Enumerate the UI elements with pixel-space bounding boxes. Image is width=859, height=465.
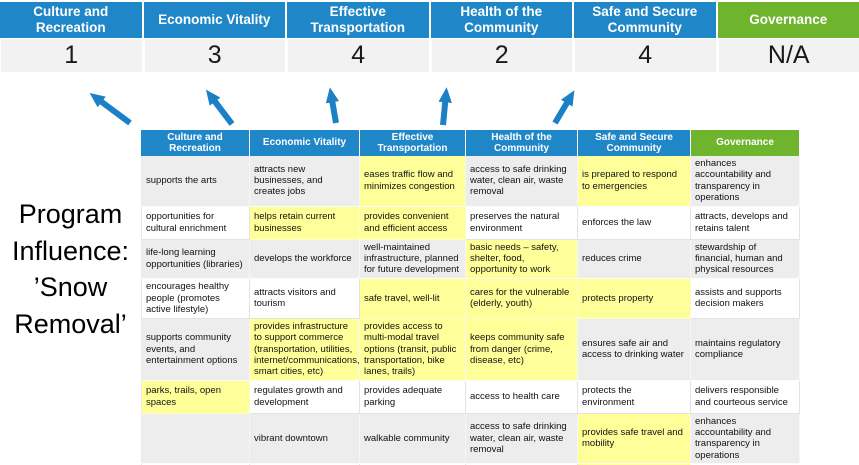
- matrix-cell: ensures safe air and access to drinking …: [578, 318, 691, 381]
- up-arrow-icon: [552, 90, 575, 125]
- category-header: Safe and Secure Community: [574, 2, 716, 38]
- matrix-cell: provides adequate parking: [360, 380, 466, 414]
- score-value: 3: [143, 39, 285, 72]
- matrix-header-row: Culture and Recreation Economic Vitality E…: [141, 130, 800, 156]
- matrix-cell: enforces the law: [578, 206, 691, 240]
- matrix-cell: attracts, develops and retains talent: [691, 206, 800, 240]
- up-arrow-icon: [325, 87, 340, 124]
- matrix-cell: regulates growth and development: [250, 380, 360, 414]
- matrix-cell: parks, trails, open spaces: [141, 380, 250, 414]
- up-arrow-icon: [89, 92, 132, 126]
- category-header: Economic Vitality: [143, 2, 285, 38]
- matrix-cell: basic needs – safety, shelter, food, opp…: [466, 239, 578, 279]
- matrix-cell: safe travel, well-lit: [360, 278, 466, 319]
- matrix-row: encourages healthy people (promotes acti…: [141, 278, 800, 319]
- matrix-row: vibrant downtown walkable community access…: [141, 413, 800, 465]
- matrix-cell: enhances accountability and transparency…: [691, 413, 800, 465]
- arrows-layer: [89, 87, 575, 126]
- matrix-cell: eases traffic flow and minimizes congest…: [360, 156, 466, 207]
- score-value: 1: [0, 39, 142, 72]
- matrix-cell: protects the environment: [578, 380, 691, 414]
- matrix-cell: supports community events, and entertain…: [141, 318, 250, 381]
- matrix-header-cell: Governance: [691, 130, 800, 156]
- matrix-cell: access to health care: [466, 380, 578, 414]
- matrix-body: supports the arts attracts new businesses…: [141, 156, 800, 465]
- matrix-cell: vibrant downtown: [250, 413, 360, 465]
- matrix-row: opportunities for cultural enrichment hel…: [141, 206, 800, 240]
- matrix-cell: provides convenient and efficient access: [360, 206, 466, 240]
- matrix-cell: encourages healthy people (promotes acti…: [141, 278, 250, 319]
- score-value: 2: [430, 39, 572, 72]
- matrix-row: supports the arts attracts new businesses…: [141, 156, 800, 207]
- matrix-cell: attracts new businesses, and creates job…: [250, 156, 360, 207]
- matrix-cell: provides safe travel and mobility: [578, 413, 691, 465]
- matrix-cell: preserves the natural environment: [466, 206, 578, 240]
- scoreboard: Culture and Recreation 1 Economic Vitality…: [0, 2, 859, 72]
- scoreboard-column: Economic Vitality 3: [143, 2, 285, 72]
- score-value: N/A: [717, 39, 859, 72]
- matrix-cell: cares for the vulnerable (elderly, youth…: [466, 278, 578, 319]
- matrix-cell: helps retain current businesses: [250, 206, 360, 240]
- category-header: Governance: [717, 2, 859, 38]
- matrix-cell: access to safe drinking water, clean air…: [466, 156, 578, 207]
- matrix-header-cell: Economic Vitality: [250, 130, 360, 156]
- matrix-cell: well-maintained infrastructure, planned …: [360, 239, 466, 279]
- matrix-row: supports community events, and entertain…: [141, 318, 800, 381]
- influence-matrix: Culture and Recreation Economic Vitality E…: [141, 130, 800, 465]
- matrix-header-cell: Effective Transportation: [360, 130, 466, 156]
- score-value: 4: [574, 39, 716, 72]
- matrix-cell: delivers responsible and courteous servi…: [691, 380, 800, 414]
- scoreboard-column: Effective Transportation 4: [287, 2, 429, 72]
- page-title: Program Influence: ’Snow Removal’: [11, 199, 130, 340]
- matrix-cell: reduces crime: [578, 239, 691, 279]
- matrix-cell: provides infrastructure to support comme…: [250, 318, 360, 381]
- matrix-cell: develops the workforce: [250, 239, 360, 279]
- up-arrow-icon: [438, 87, 452, 126]
- matrix-cell: supports the arts: [141, 156, 250, 207]
- matrix-row: life-long learning opportunities (librar…: [141, 239, 800, 279]
- matrix-cell: life-long learning opportunities (librar…: [141, 239, 250, 279]
- matrix-cell: opportunities for cultural enrichment: [141, 206, 250, 240]
- scoreboard-column: Culture and Recreation 1: [0, 2, 142, 72]
- category-header: Culture and Recreation: [0, 2, 142, 38]
- category-header: Health of the Community: [430, 2, 572, 38]
- matrix-cell: [141, 413, 250, 465]
- matrix-cell: protects property: [578, 278, 691, 319]
- matrix-header-cell: Culture and Recreation: [141, 130, 250, 156]
- matrix-cell: enhances accountability and transparency…: [691, 156, 800, 207]
- matrix-cell: walkable community: [360, 413, 466, 465]
- up-arrow-icon: [205, 89, 235, 126]
- matrix-cell: assists and supports decision makers: [691, 278, 800, 319]
- scoreboard-column: Health of the Community 2: [430, 2, 572, 72]
- scoreboard-column: Governance N/A: [717, 2, 859, 72]
- score-value: 4: [287, 39, 429, 72]
- matrix-cell: stewardship of financial, human and phys…: [691, 239, 800, 279]
- category-header: Effective Transportation: [287, 2, 429, 38]
- matrix-cell: attracts visitors and tourism: [250, 278, 360, 319]
- matrix-header-cell: Safe and Secure Community: [578, 130, 691, 156]
- matrix-cell: is prepared to respond to emergencies: [578, 156, 691, 207]
- matrix-row: parks, trails, open spaces regulates grow…: [141, 380, 800, 414]
- scoreboard-column: Safe and Secure Community 4: [574, 2, 716, 72]
- matrix-cell: maintains regulatory compliance: [691, 318, 800, 381]
- matrix-cell: provides access to multi-modal travel op…: [360, 318, 466, 381]
- matrix-cell: access to safe drinking water, clean air…: [466, 413, 578, 465]
- matrix-cell: keeps community safe from danger (crime,…: [466, 318, 578, 381]
- matrix-header-cell: Health of the Community: [466, 130, 578, 156]
- influence-matrix-table: Culture and Recreation Economic Vitality E…: [141, 130, 800, 465]
